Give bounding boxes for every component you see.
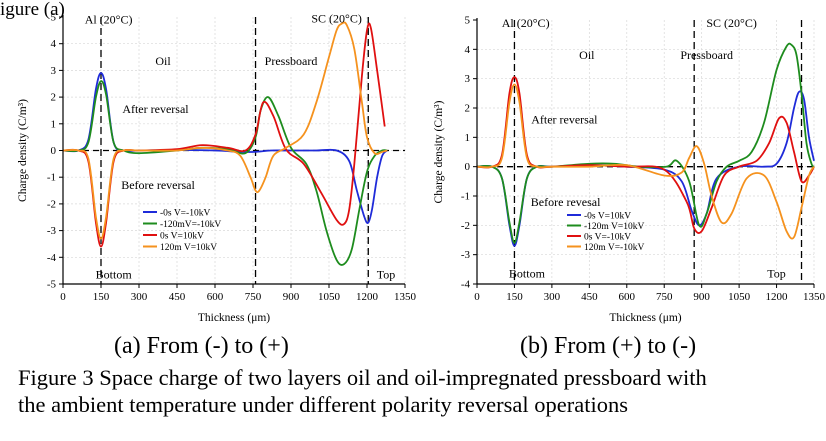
x-tick-label-9: 1350 <box>803 291 826 303</box>
annotation-3: Pressboard <box>265 54 318 68</box>
legend-entry-1: -120mV=-10kV <box>160 220 221 230</box>
annotation-2: Oil <box>155 54 171 68</box>
y-tick-label-9: 5 <box>465 15 471 27</box>
series-line-red <box>62 22 386 248</box>
annotation-4: After reversal <box>531 113 598 127</box>
y-tick-label-6: 2 <box>465 103 471 115</box>
annotation-0: Al (20°C) <box>85 13 133 27</box>
figure-caption-line-2: the ambient temperature under different … <box>18 392 628 417</box>
x-axis-label: Thickness (μm) <box>609 312 681 324</box>
annotation-0: Al (20°C) <box>502 16 550 30</box>
x-axis-label: Thickness (μm) <box>198 312 270 324</box>
legend-entry-0: -0s V=10kV <box>584 212 631 222</box>
x-tick-label-5: 750 <box>656 291 673 303</box>
y-tick-label-0: -4 <box>461 279 471 291</box>
x-tick-label-0: 0 <box>60 291 66 303</box>
y-tick-label-4: -1 <box>47 172 56 184</box>
legend-entry-1: -120m V=10kV <box>584 222 644 232</box>
legend-entry-0: -0s V=-10kV <box>160 209 210 219</box>
y-tick-label-3: -2 <box>47 198 56 210</box>
x-tick-label-9: 1350 <box>394 291 417 303</box>
y-tick-label-1: -4 <box>47 252 57 264</box>
x-tick-label-1: 150 <box>506 291 523 303</box>
x-tick-label-7: 1050 <box>728 291 751 303</box>
y-tick-label-2: -2 <box>461 220 470 232</box>
annotation-7: Top <box>767 267 786 281</box>
y-tick-label-5: 1 <box>465 132 471 144</box>
series-line-red <box>476 76 815 234</box>
x-tick-label-4: 600 <box>619 291 636 303</box>
legend-entry-3: 120m V=10kV <box>160 243 217 253</box>
y-tick-label-4: 0 <box>465 161 471 173</box>
legend-entry-2: 0s V=-10kV <box>584 233 631 243</box>
y-tick-label-0: -5 <box>47 279 57 291</box>
series-line-orange <box>476 83 815 240</box>
y-tick-label-2: -3 <box>47 225 57 237</box>
page-top-text: igure (a) <box>0 0 65 20</box>
annotation-6: Bottom <box>509 267 546 281</box>
x-tick-label-1: 150 <box>93 291 110 303</box>
legend-entry-2: 0s V=10kV <box>160 232 204 242</box>
x-tick-label-8: 1200 <box>356 291 379 303</box>
x-tick-label-8: 1200 <box>766 291 789 303</box>
x-tick-label-5: 750 <box>245 291 262 303</box>
x-tick-label-3: 450 <box>581 291 598 303</box>
x-tick-label-6: 900 <box>283 291 300 303</box>
y-tick-label-8: 3 <box>51 65 57 77</box>
x-tick-label-6: 900 <box>693 291 710 303</box>
annotation-5: Before reversal <box>121 178 195 192</box>
x-tick-label-7: 1050 <box>318 291 341 303</box>
annotation-1: SC (20°C) <box>311 11 361 25</box>
annotation-5: Before revesal <box>531 195 601 209</box>
y-tick-label-8: 4 <box>465 44 471 56</box>
y-axis-label: Charge density (C/m³) <box>17 99 29 202</box>
annotation-2: Oil <box>579 48 595 62</box>
annotation-7: Top <box>377 268 396 282</box>
x-tick-label-3: 450 <box>169 291 186 303</box>
annotation-4: After reversal <box>122 102 189 116</box>
series-line-blue <box>62 72 388 224</box>
series-line-orange <box>62 21 388 240</box>
y-axis-label: Charge density (C/m³) <box>433 100 445 203</box>
caption-b: (b) From (+) to (-) <box>520 333 697 359</box>
x-tick-label-2: 300 <box>544 291 561 303</box>
legend-entry-3: 120m V=-10kV <box>584 243 644 253</box>
caption-a: (a) From (-) to (+) <box>114 333 289 359</box>
annotation-3: Pressboard <box>680 48 733 62</box>
annotation-6: Bottom <box>96 268 133 282</box>
x-tick-label-2: 300 <box>131 291 148 303</box>
annotation-1: SC (20°C) <box>706 16 756 30</box>
y-tick-label-6: 1 <box>51 118 57 130</box>
series-line-blue <box>476 90 815 247</box>
y-tick-label-7: 3 <box>465 73 471 85</box>
y-tick-label-9: 4 <box>51 38 57 50</box>
y-tick-label-5: 0 <box>51 145 57 157</box>
figure-caption-line-1: Figure 3 Space charge of two layers oil … <box>18 365 707 390</box>
y-tick-label-3: -1 <box>461 191 470 203</box>
y-tick-label-7: 2 <box>51 92 57 104</box>
figure-caption: Figure 3 Space charge of two layers oil … <box>18 364 818 418</box>
x-tick-label-4: 600 <box>207 291 224 303</box>
y-tick-label-1: -3 <box>461 249 471 261</box>
y-tick-label-10: 5 <box>51 12 57 24</box>
x-tick-label-0: 0 <box>474 291 480 303</box>
series-line-green <box>476 42 815 244</box>
